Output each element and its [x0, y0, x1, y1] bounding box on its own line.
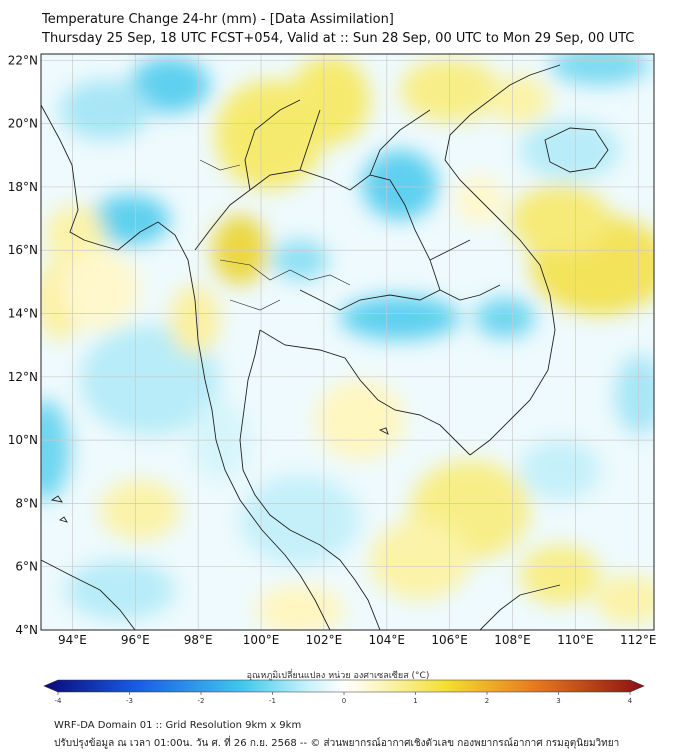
- colorbar-title: อุณหภูมิเปลี่ยนแปลง หน่วย องศาเซลเซียส (…: [246, 671, 430, 681]
- colorbar-tick-label: -3: [126, 697, 133, 705]
- longitude-label: 102°E: [306, 633, 343, 647]
- colorbar-tick-label: 3: [556, 697, 560, 705]
- longitude-label: 106°E: [431, 633, 468, 647]
- longitude-labels: 94°E 96°E 98°E 100°E 102°E 104°E 106°E 108°E 110…: [58, 633, 657, 647]
- colorbar-tick-label: 4: [628, 697, 633, 705]
- colorbar-tick-label: 2: [485, 697, 489, 705]
- latitude-label: 18°N: [8, 180, 38, 194]
- latitude-label: 8°N: [15, 496, 38, 510]
- latitude-label: 22°N: [8, 53, 38, 67]
- longitude-label: 96°E: [121, 633, 150, 647]
- colorbar-ticks: -4 -3 -2 -1 0 1 2 3 4: [55, 692, 633, 705]
- latitude-label: 12°N: [8, 370, 38, 384]
- footer-credit: ปรับปรุงข้อมูล ณ เวลา 01:00น. วัน ศ. ที่…: [54, 738, 620, 749]
- colorbar-tick-label: 0: [342, 697, 346, 705]
- longitude-label: 94°E: [58, 633, 87, 647]
- latitude-label: 20°N: [8, 117, 38, 131]
- map-subtitle: Thursday 25 Sep, 18 UTC FCST+054, Valid …: [42, 31, 635, 46]
- footer-model-info: WRF-DA Domain 01 :: Grid Resolution 9km …: [54, 720, 302, 731]
- longitude-label: 110°E: [557, 633, 594, 647]
- latitude-labels: 22°N 20°N 18°N 16°N 14°N 12°N 10°N 8°N 6°N 4°N: [8, 53, 38, 637]
- colorbar-tick-label: 1: [413, 697, 417, 705]
- longitude-label: 108°E: [494, 633, 531, 647]
- map-frame: [40, 53, 655, 631]
- coastlines-and-borders: [41, 64, 609, 630]
- graticule: [41, 54, 654, 630]
- colorbar-tick-label: -2: [198, 697, 205, 705]
- colorbar: -4 -3 -2 -1 0 1 2 3 4: [43, 679, 645, 705]
- latitude-label: 4°N: [15, 623, 38, 637]
- colorbar-tick-label: -4: [55, 697, 63, 705]
- longitude-label: 104°E: [369, 633, 406, 647]
- longitude-label: 98°E: [184, 633, 213, 647]
- latitude-label: 14°N: [8, 307, 38, 321]
- map-title: Temperature Change 24-hr (mm) - [Data As…: [42, 12, 394, 27]
- temperature-field: [41, 54, 654, 630]
- longitude-label: 100°E: [243, 633, 280, 647]
- colorbar-tick-label: -1: [269, 697, 276, 705]
- latitude-label: 16°N: [8, 243, 38, 257]
- longitude-label: 112°E: [620, 633, 657, 647]
- latitude-label: 6°N: [15, 560, 38, 574]
- latitude-label: 10°N: [8, 433, 38, 447]
